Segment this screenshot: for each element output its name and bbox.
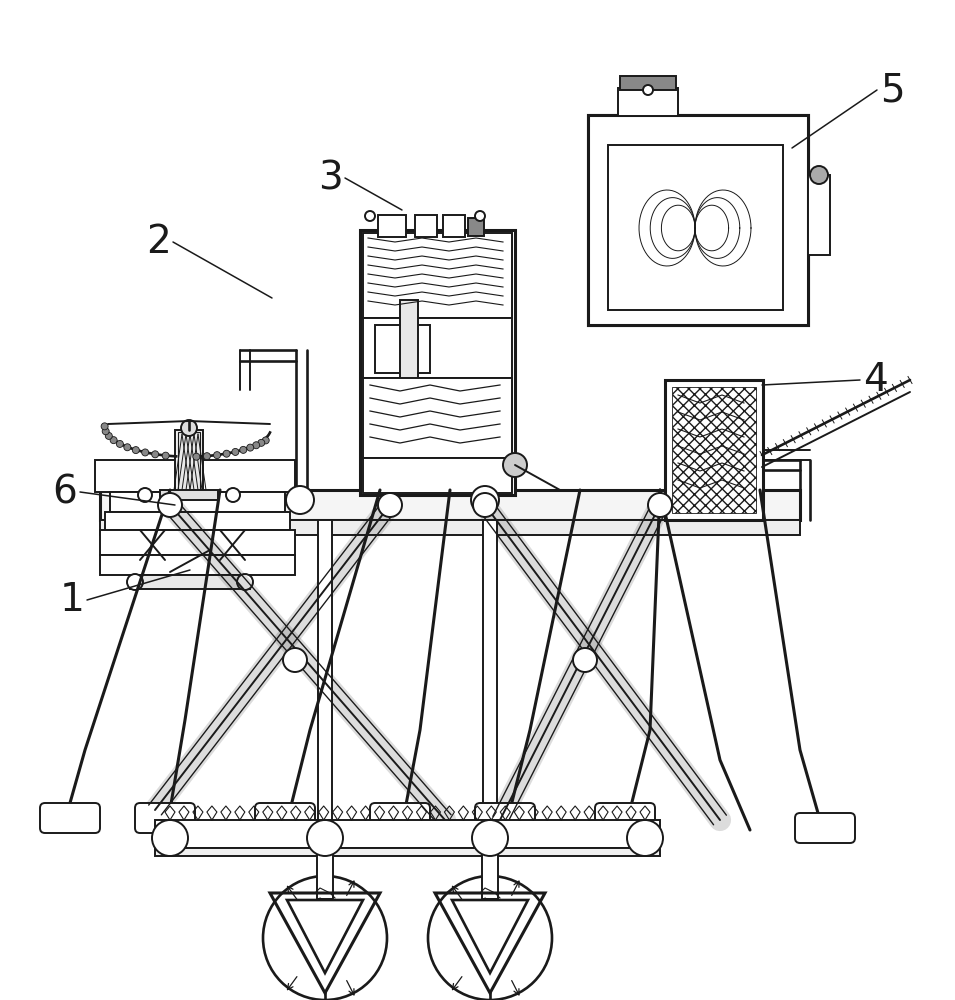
Circle shape [643,85,653,95]
Circle shape [181,420,197,436]
FancyBboxPatch shape [795,813,855,843]
Bar [318,520,332,822]
Text: 2: 2 [145,223,170,261]
Bar [178,432,200,492]
Text: 5: 5 [880,71,904,109]
Circle shape [214,452,221,459]
Bar [160,490,218,500]
Circle shape [365,211,375,221]
Circle shape [141,449,149,456]
Circle shape [105,432,113,439]
Circle shape [110,437,117,444]
Circle shape [471,486,499,514]
Circle shape [475,211,485,221]
FancyBboxPatch shape [135,803,195,833]
Circle shape [162,452,169,459]
Circle shape [124,444,131,451]
Bar [672,387,756,513]
Bar [808,175,830,255]
Circle shape [648,493,672,517]
Circle shape [810,166,828,184]
Bar [110,492,285,512]
Bar [363,378,512,458]
Bar [378,215,406,237]
Circle shape [286,486,314,514]
Bar [670,385,758,515]
Bar [363,318,512,378]
Circle shape [307,820,343,856]
Bar [468,218,484,236]
Bar [588,115,808,325]
Bar [363,378,512,458]
Circle shape [263,437,269,444]
Circle shape [472,820,508,856]
Circle shape [117,440,123,447]
Circle shape [232,448,239,455]
Bar [400,300,418,390]
Bar [100,555,295,575]
Bar [105,512,290,530]
FancyBboxPatch shape [475,803,535,833]
Bar [363,458,512,493]
Bar [175,430,203,495]
Circle shape [263,876,387,1000]
Circle shape [226,488,240,502]
Circle shape [101,423,108,430]
Bar [482,854,498,899]
FancyBboxPatch shape [255,803,315,833]
Bar [620,76,676,90]
Polygon shape [452,900,528,973]
Bar [665,380,763,520]
Circle shape [378,493,402,517]
Circle shape [240,446,246,453]
Bar [155,848,660,856]
Bar [95,460,295,492]
Text: 6: 6 [53,473,77,511]
Circle shape [152,451,159,458]
Bar [100,490,800,520]
Bar [155,820,660,848]
Circle shape [193,453,200,460]
Circle shape [138,488,152,502]
Polygon shape [287,900,363,973]
Bar [588,115,808,325]
Bar [588,115,808,325]
Circle shape [246,444,254,451]
Circle shape [127,574,143,590]
Text: 3: 3 [318,159,343,197]
Circle shape [503,453,527,477]
Bar [100,520,800,535]
Circle shape [237,574,253,590]
Circle shape [627,820,663,856]
FancyBboxPatch shape [595,803,655,833]
Bar [317,854,333,899]
Circle shape [428,876,552,1000]
Circle shape [573,648,597,672]
Circle shape [133,447,139,454]
Bar [415,215,437,237]
Bar [443,215,465,237]
Circle shape [152,820,188,856]
Circle shape [258,439,265,446]
Bar [100,530,295,555]
Text: 4: 4 [862,361,887,399]
Circle shape [203,453,210,460]
Bar [608,145,783,310]
FancyBboxPatch shape [370,803,430,833]
Bar [375,325,430,373]
Circle shape [473,493,497,517]
Circle shape [158,493,182,517]
Bar [130,575,250,589]
Bar [363,233,512,318]
Bar [618,88,678,116]
Bar [483,520,497,822]
Circle shape [283,648,307,672]
Circle shape [253,442,260,449]
Text: 1: 1 [59,581,84,619]
Circle shape [223,450,230,457]
FancyBboxPatch shape [40,803,100,833]
Bar [363,233,512,318]
Bar [360,230,515,495]
Circle shape [102,428,109,435]
